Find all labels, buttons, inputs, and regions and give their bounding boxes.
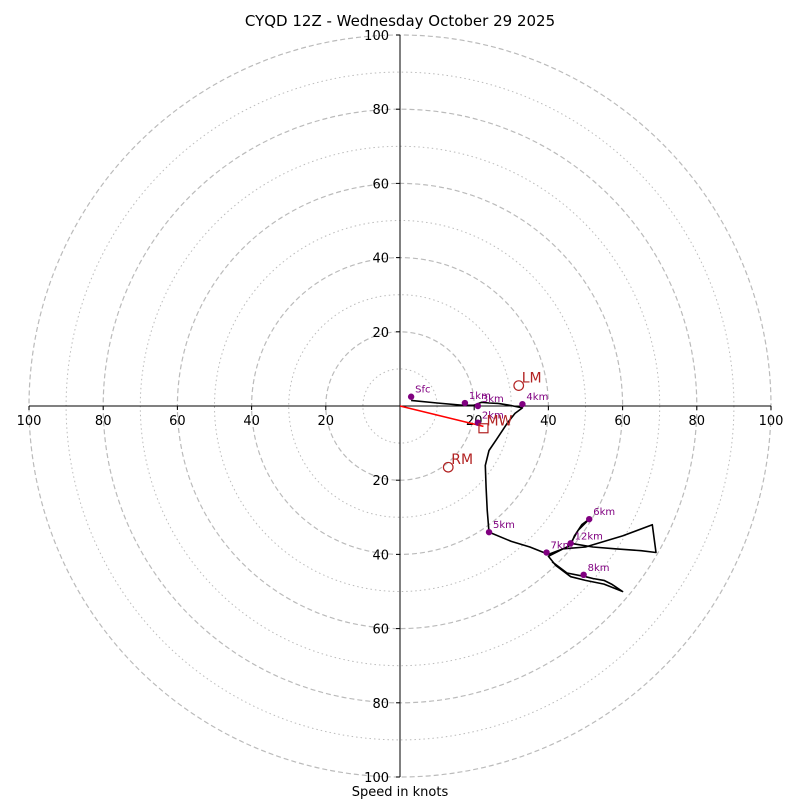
storm-motion-marker [478,423,489,434]
height-marker-dot [543,549,550,556]
y-tick-label: 100 [364,771,389,786]
height-marker-dot [567,540,574,547]
height-marker-label: 6km [593,507,615,518]
height-marker-dot [580,571,587,579]
height-marker-dot [586,515,593,523]
y-tick-label: 80 [372,103,389,118]
y-tick-label: 60 [372,623,389,638]
height-marker-dot [474,402,482,410]
storm-motion-label: MW [486,413,512,429]
y-tick-label: 60 [372,177,389,192]
y-tick-label: 40 [372,252,389,267]
x-tick-label: 60 [169,414,186,429]
height-marker-dot [485,528,493,536]
height-marker-label: 8km [588,563,610,574]
height-marker-label: 3km [482,394,504,405]
height-marker-label: 12km [575,531,603,542]
height-marker-dot [407,393,415,400]
height-marker-label: Sfc [415,385,430,396]
chart-title: CYQD 12Z - Wednesday October 29 2025 [245,12,555,30]
y-tick-label: 80 [372,697,389,712]
x-axis-label: Speed in knots [352,785,449,800]
shear-vector [399,405,484,428]
hodograph-trace [411,399,657,593]
height-marker-label: 2km [482,411,504,422]
shear-vector-line [399,405,484,428]
y-tick-label: 100 [364,29,389,44]
x-tick-label: 100 [17,414,42,429]
storm-motion-markers: LM RM MW [442,371,542,473]
height-marker-label: 4km [526,392,548,403]
height-marker-dot [519,400,526,408]
x-tick-label: 80 [95,414,112,429]
height-marker-label: 7km [551,541,573,552]
tick-labels: 1001008080606040402020202040406060808010… [17,29,784,786]
x-tick-label: 100 [759,414,784,429]
height-marker-dot [474,419,482,426]
hodograph-line [411,399,657,593]
y-tick-label: 20 [372,474,389,489]
height-marker-dot [461,399,469,407]
storm-motion-marker [513,380,525,391]
height-marker-label: 5km [493,520,515,531]
x-tick-label: 20 [318,414,335,429]
x-tick-label: 40 [243,414,260,429]
storm-motion-label: RM [451,452,473,468]
height-marker-label: 1km [469,391,491,402]
y-tick-label: 40 [372,548,389,563]
x-tick-label: 80 [689,414,706,429]
x-tick-label: 40 [540,414,557,429]
x-tick-label: 60 [614,414,631,429]
storm-motion-marker [442,461,454,473]
storm-motion-label: LM [522,371,542,387]
y-tick-label: 20 [372,326,389,341]
